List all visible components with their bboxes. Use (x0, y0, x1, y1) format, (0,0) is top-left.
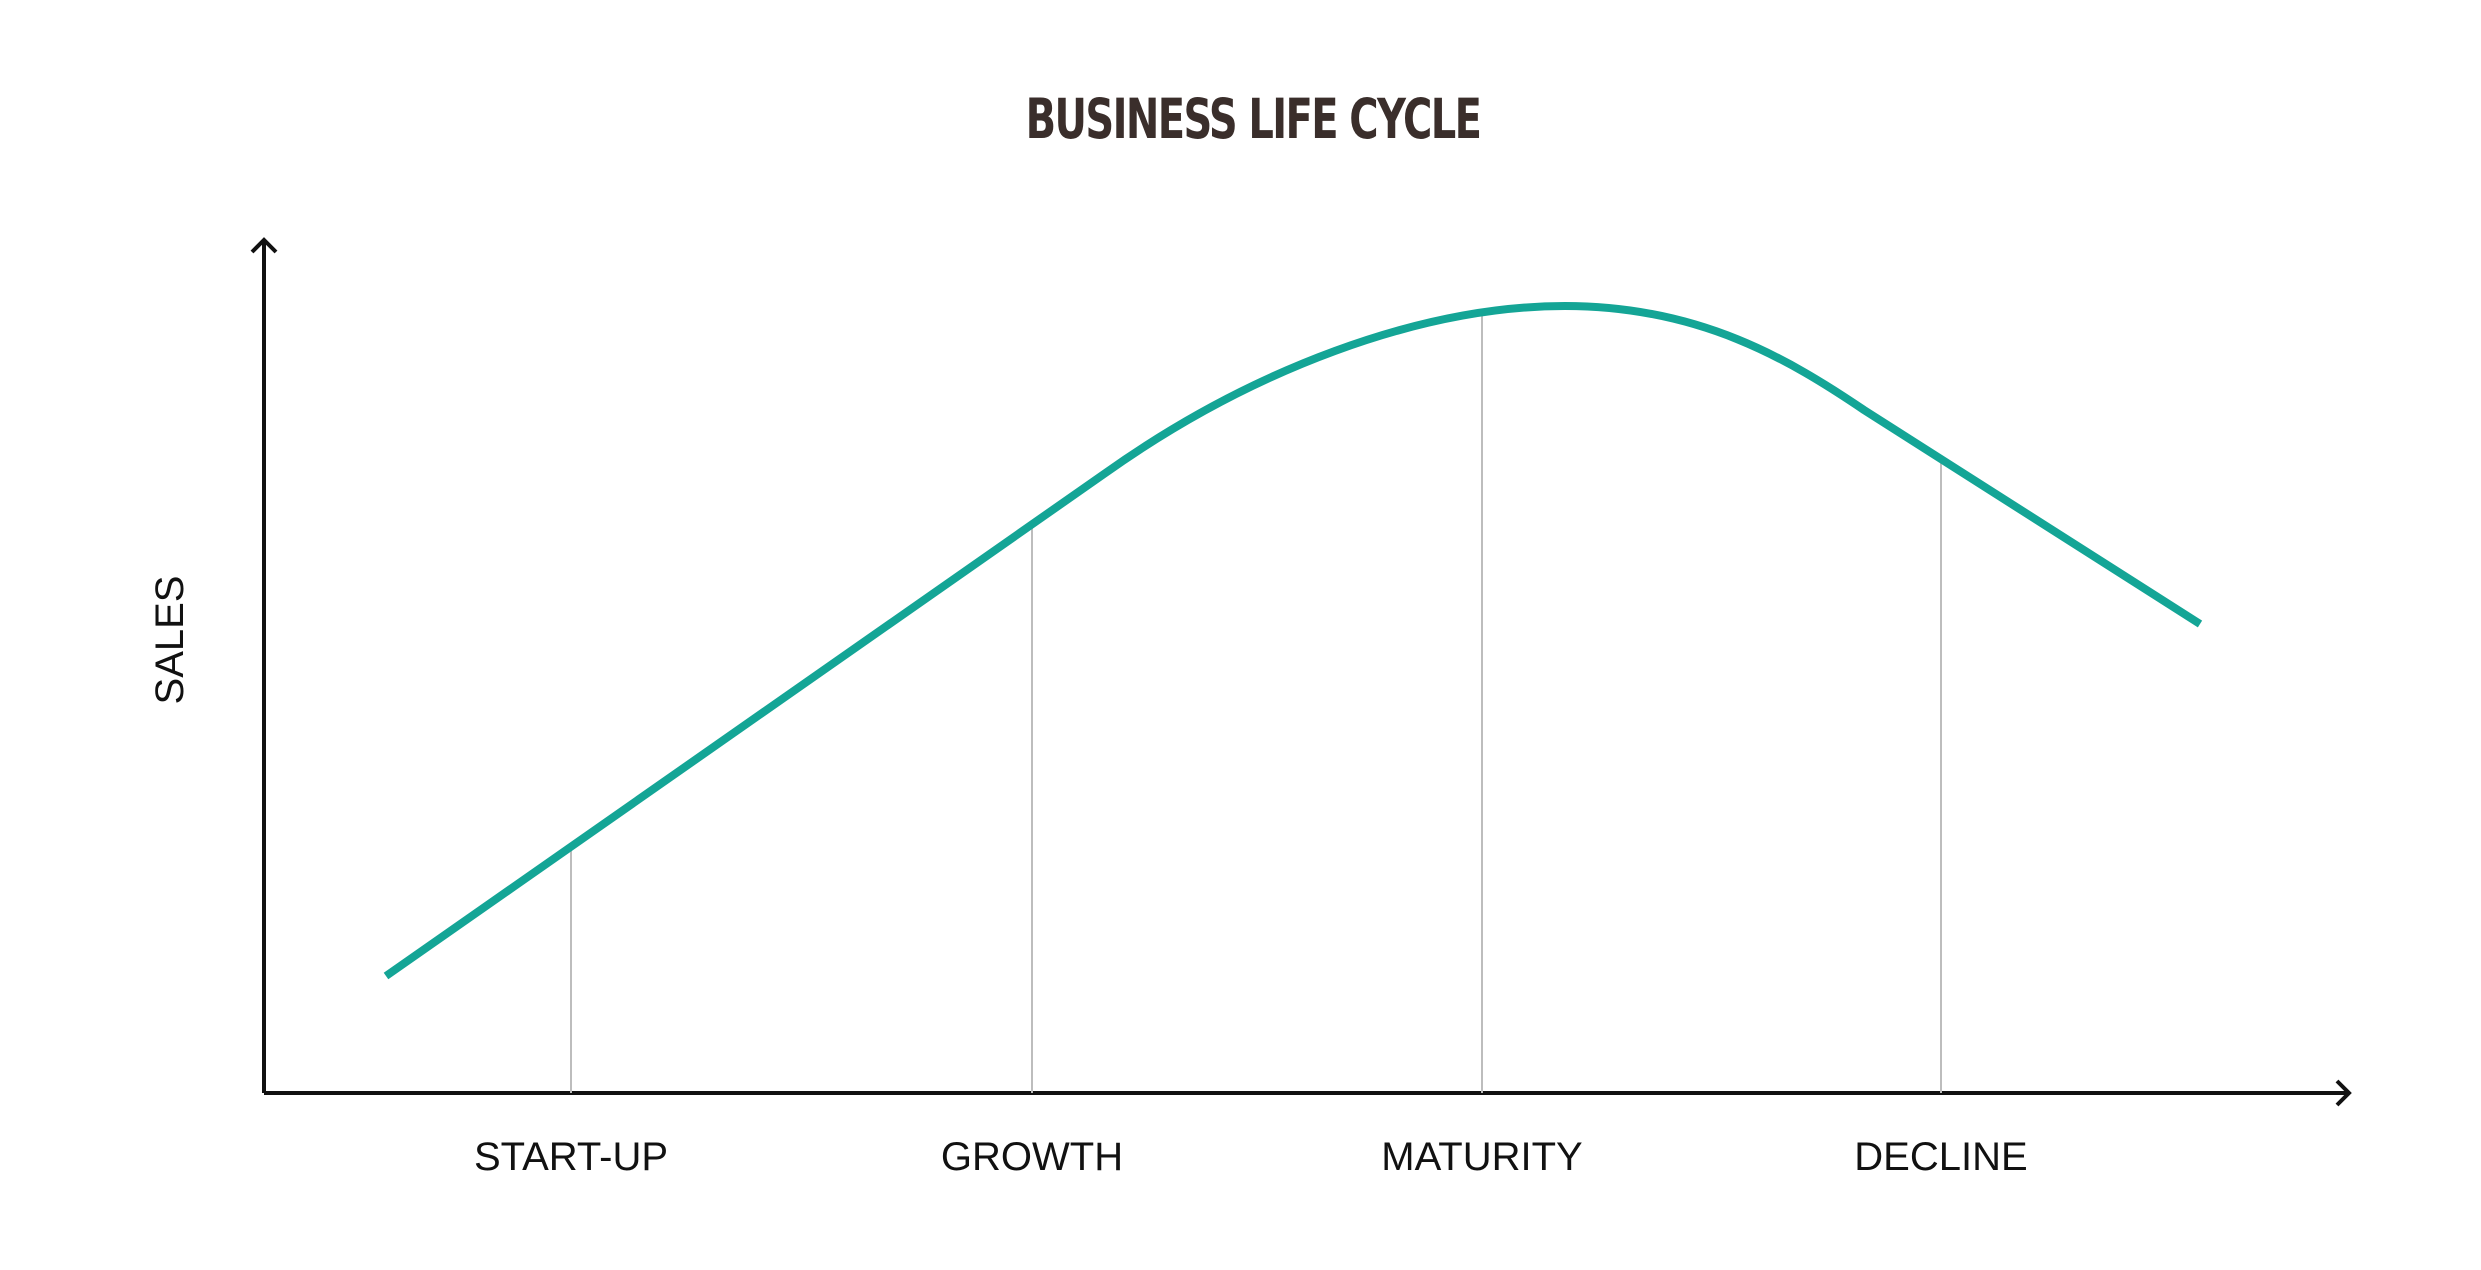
y-axis-label: SALES (148, 576, 192, 705)
life-cycle-curve (383, 301, 2203, 980)
stage-guides (570, 312, 1942, 1093)
stage-label: START-UP (474, 1135, 668, 1179)
y-arrow (250, 237, 278, 254)
x-arrow (2335, 1079, 2352, 1107)
title: BUSINESS LIFE CYCLE (1026, 88, 1481, 152)
axes (250, 237, 2352, 1107)
stage-label: DECLINE (1854, 1135, 2027, 1179)
stage-label: MATURITY (1381, 1135, 1582, 1179)
stage-label: GROWTH (941, 1135, 1123, 1179)
